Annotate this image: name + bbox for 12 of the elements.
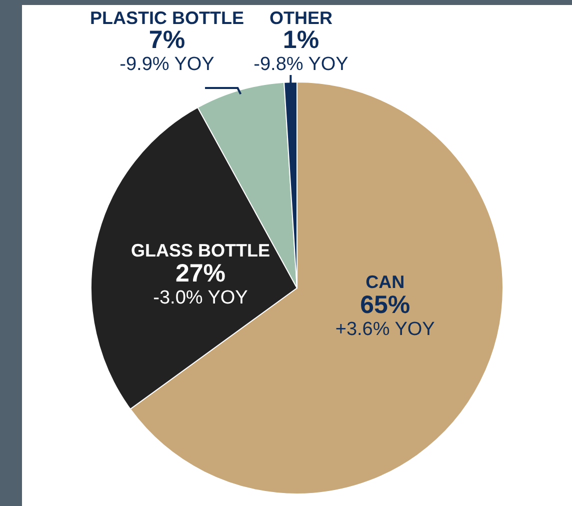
data-label: 65%	[360, 290, 410, 319]
data-label: 27%	[175, 259, 226, 288]
slice-label: PLASTIC BOTTLE	[90, 8, 244, 28]
text: +3.6% YOY	[335, 318, 436, 340]
text: -9.9% YOY	[120, 54, 215, 75]
text: -3.0% YOY	[153, 287, 248, 308]
slice-label: CAN	[366, 272, 405, 292]
slice-label: OTHER	[270, 8, 332, 28]
data-label: 1%	[282, 26, 320, 54]
slice-label: GLASS BOTTLE	[131, 240, 270, 260]
data-label: 7%	[148, 26, 186, 54]
text: -9.8% YOY	[254, 54, 349, 75]
